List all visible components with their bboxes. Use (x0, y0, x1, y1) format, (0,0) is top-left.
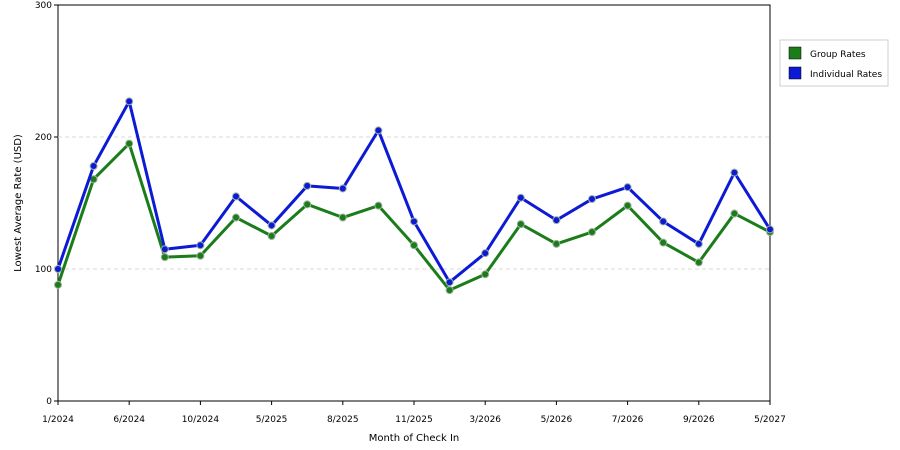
data-point-group-rates (232, 213, 240, 222)
data-point-individual-rates (232, 192, 240, 201)
legend-label-group-rates: Group Rates (810, 50, 866, 60)
data-point-group-rates (410, 241, 418, 250)
data-point-individual-rates (694, 239, 703, 248)
x-tick-label: 3/2026 (469, 415, 501, 425)
x-tick-label: 5/2025 (256, 415, 288, 425)
data-point-individual-rates (552, 216, 561, 225)
data-point-group-rates (552, 239, 561, 248)
y-tick-label: 300 (35, 1, 52, 11)
data-point-group-rates (267, 232, 276, 240)
x-axis-title: Month of Check In (369, 433, 460, 444)
plot-area (57, 4, 771, 402)
x-axis: 1/2024 6/2024 10/2024 5/2025 8/2025 11/2025 3/… (42, 401, 786, 425)
x-tick-label: 8/2025 (327, 415, 359, 425)
data-point-group-rates (623, 201, 632, 210)
y-axis: 0 100 200 300 (35, 1, 58, 407)
x-tick-label: 5/2026 (541, 415, 573, 425)
data-point-individual-rates (338, 184, 347, 193)
y-tick-label: 0 (46, 397, 52, 407)
data-point-individual-rates (766, 225, 774, 234)
data-point-group-rates (588, 228, 596, 237)
data-point-individual-rates (374, 126, 383, 135)
legend: Group Rates Individual Rates (779, 39, 889, 87)
data-point-individual-rates (588, 195, 596, 204)
series-layer (54, 97, 774, 295)
legend-swatch-individual-rates (788, 66, 802, 80)
data-point-group-rates (481, 270, 490, 279)
x-tick-label: 11/2025 (395, 415, 432, 425)
data-point-group-rates (730, 209, 739, 218)
x-tick-label: 5/2027 (754, 415, 786, 425)
x-tick-label: 1/2024 (42, 415, 74, 425)
data-point-individual-rates (516, 193, 525, 202)
data-point-group-rates (445, 286, 454, 295)
data-point-group-rates (196, 251, 205, 260)
legend-swatch-group-rates (788, 46, 802, 60)
data-point-group-rates (694, 258, 703, 267)
data-point-group-rates (54, 280, 62, 289)
data-point-individual-rates (54, 265, 62, 273)
data-point-individual-rates (303, 181, 312, 190)
y-axis-title: Lowest Average Rate (USD) (13, 134, 24, 272)
data-point-group-rates (516, 220, 525, 229)
data-point-group-rates (659, 238, 668, 247)
data-point-individual-rates (89, 162, 98, 171)
y-tick-label: 100 (35, 265, 52, 275)
data-point-individual-rates (659, 217, 668, 226)
data-point-individual-rates (267, 221, 276, 230)
data-point-individual-rates (410, 217, 418, 226)
data-point-group-rates (125, 139, 134, 148)
x-tick-label: 9/2026 (683, 415, 715, 425)
data-point-individual-rates (445, 278, 454, 287)
data-point-individual-rates (196, 241, 205, 250)
data-point-individual-rates (125, 97, 134, 106)
x-tick-label: 6/2024 (113, 415, 145, 425)
y-tick-label: 200 (35, 133, 52, 143)
data-point-individual-rates (730, 168, 739, 177)
data-point-individual-rates (623, 183, 632, 192)
data-point-group-rates (374, 201, 383, 210)
legend-label-individual-rates: Individual Rates (810, 70, 882, 80)
data-point-individual-rates (481, 249, 490, 258)
data-point-group-rates (338, 213, 347, 222)
x-tick-label: 7/2026 (612, 415, 644, 425)
data-point-individual-rates (160, 245, 169, 254)
x-tick-label: 10/2024 (182, 415, 220, 425)
data-point-group-rates (160, 253, 169, 262)
data-point-group-rates (303, 200, 312, 209)
